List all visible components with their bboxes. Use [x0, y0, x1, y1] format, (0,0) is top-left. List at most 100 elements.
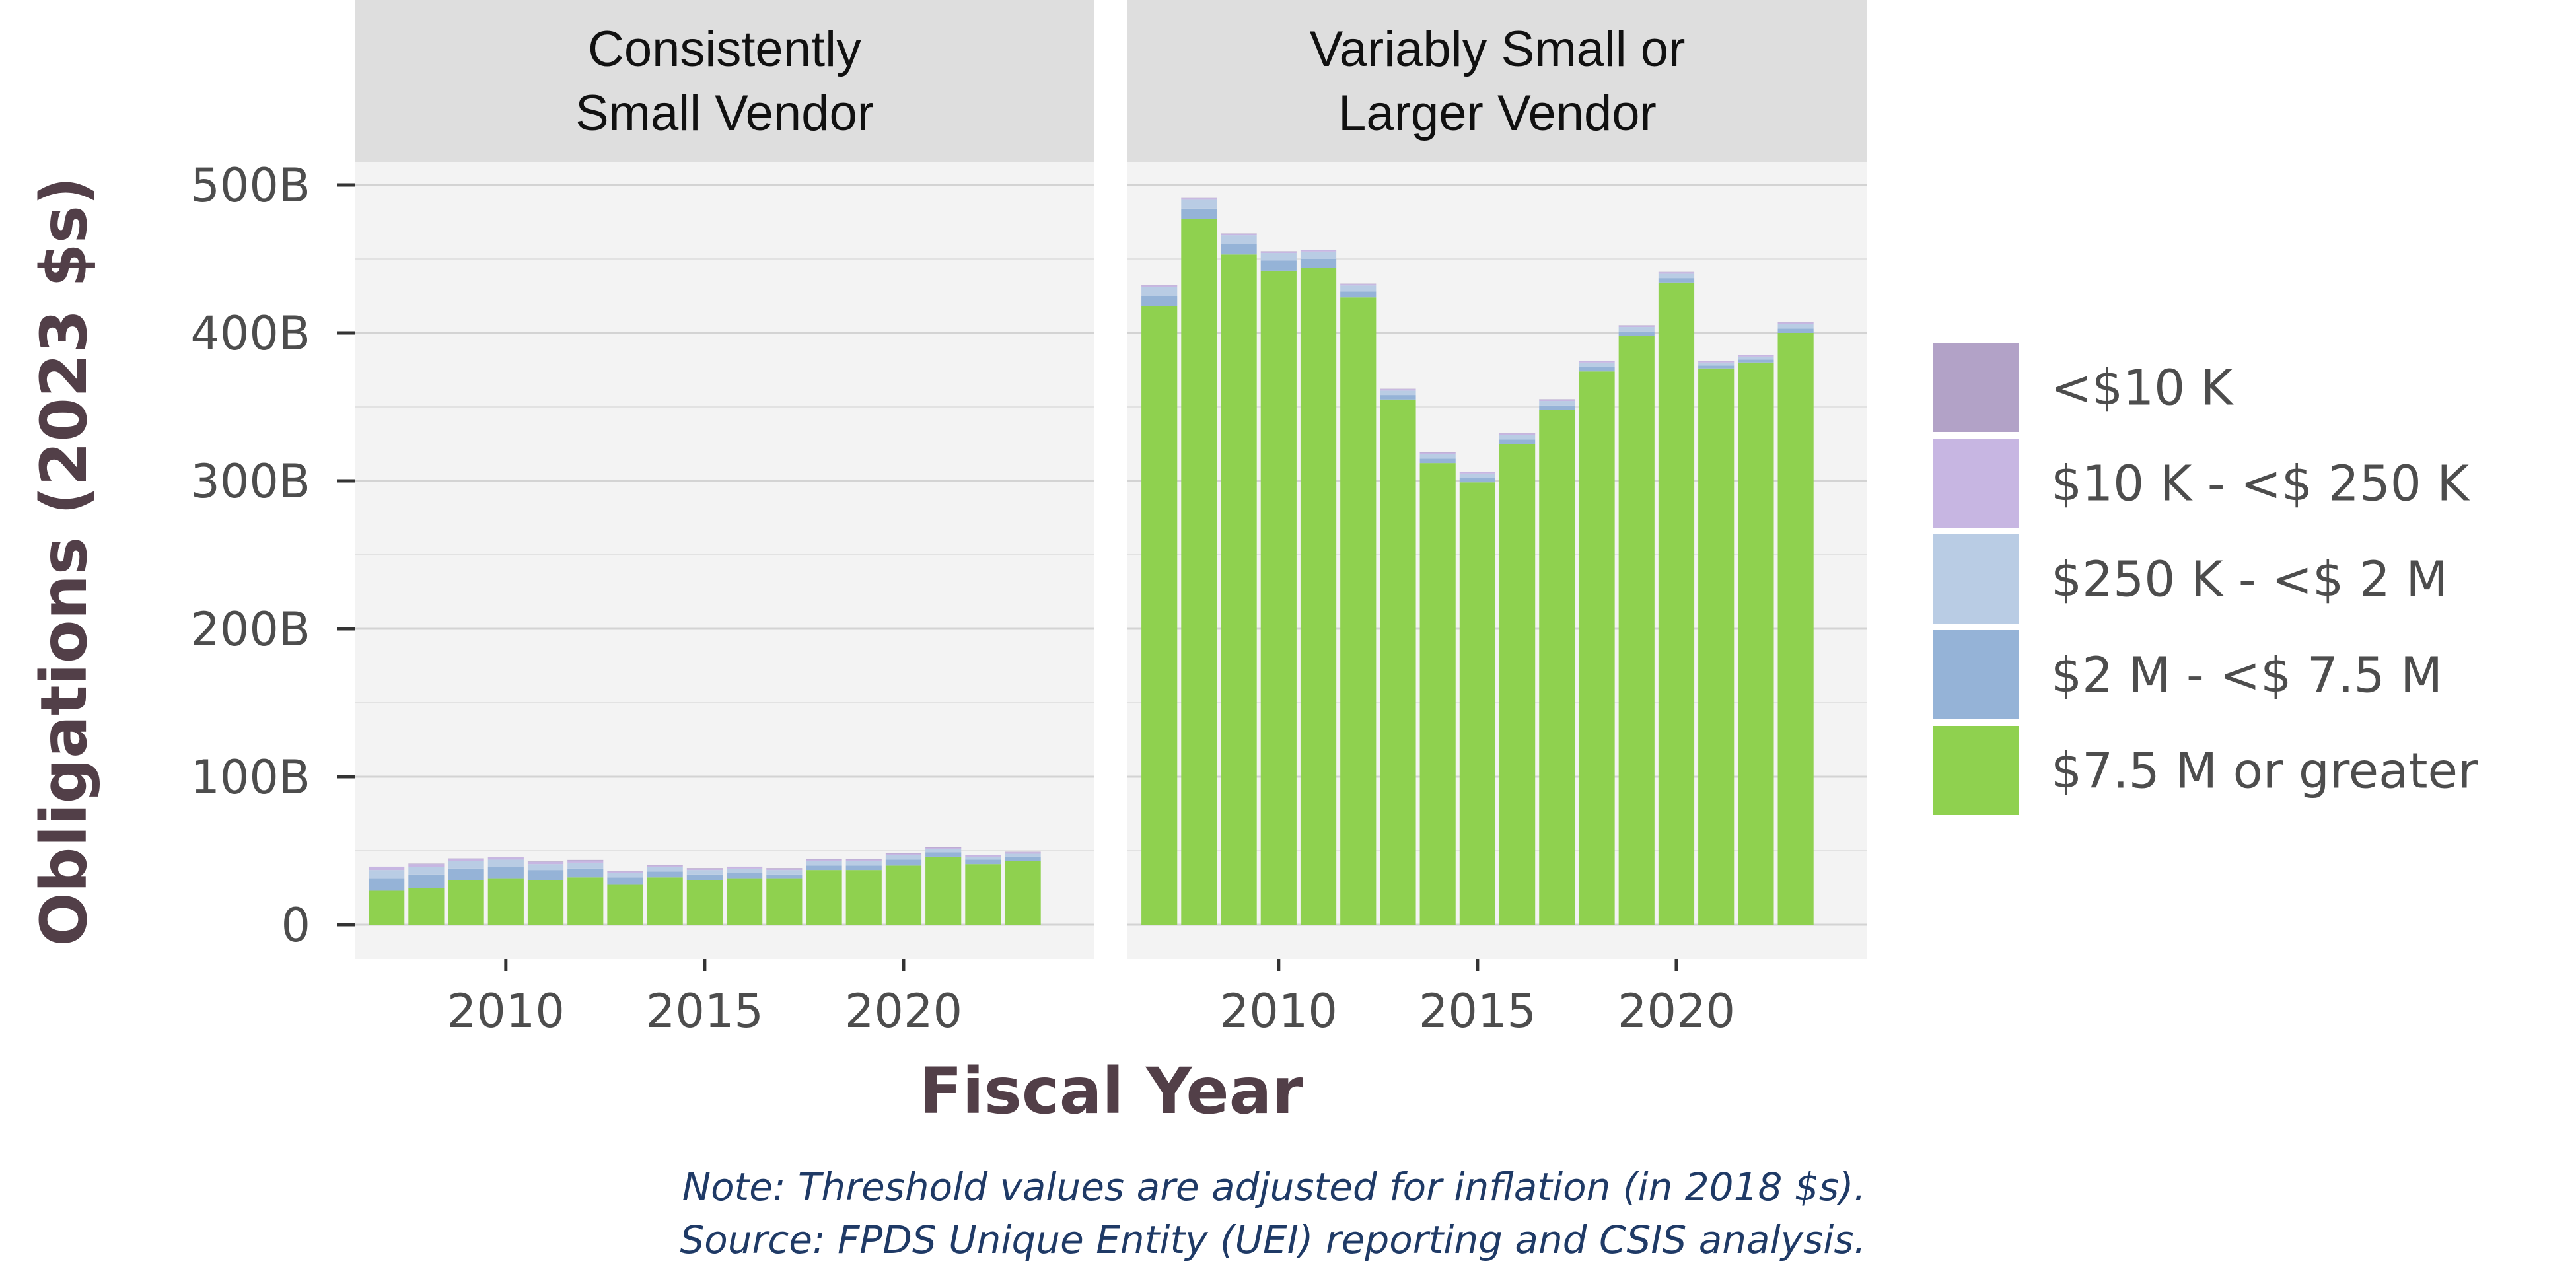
- bar-segment-7_5m_plus: [567, 877, 604, 925]
- bar-segment-10k_250k: [1300, 250, 1337, 252]
- panel-title-line: Consistently: [588, 21, 861, 77]
- y-axis: 0 100B 200B 300B 400B 500B: [190, 159, 355, 952]
- bar-segment-250k_2m: [487, 859, 524, 867]
- bar-segment-10k_250k: [1698, 361, 1735, 363]
- bar-segment-10k_250k: [1005, 852, 1041, 854]
- panel-2: Variably Small or Larger Vendor 2010 2015 20…: [1127, 0, 1867, 1038]
- bar-segment-250k_2m: [965, 856, 1001, 860]
- bar-segment-250k_2m: [686, 870, 723, 875]
- bar-segment-7_5m_plus: [1777, 333, 1814, 925]
- bar-segment-10k_250k: [1340, 284, 1377, 286]
- bar-segment-10k_250k: [1419, 452, 1456, 454]
- bar-segment-7_5m_plus: [1141, 306, 1178, 925]
- bar-segment-10k_250k: [1380, 389, 1416, 391]
- bar-segment-7_5m_plus: [1260, 270, 1297, 925]
- bar-segment-10k_250k: [1459, 472, 1495, 474]
- bar-segment-250k_2m: [1777, 324, 1814, 329]
- legend-key-lt10k: [1931, 340, 2021, 435]
- bar-segment-250k_2m: [1221, 235, 1257, 244]
- bar-segment-2m_7_5m: [1300, 259, 1337, 268]
- bar-segment-lt10k: [925, 847, 962, 848]
- bar-segment-2m_7_5m: [487, 867, 524, 879]
- bar-segment-250k_2m: [607, 873, 643, 878]
- bar-segment-250k_2m: [647, 867, 683, 872]
- bar-segment-10k_250k: [527, 861, 564, 865]
- bar-segment-10k_250k: [1181, 198, 1217, 200]
- panel-title-line: Larger Vendor: [1338, 85, 1657, 141]
- bar-segment-7_5m_plus: [1539, 410, 1575, 925]
- bar-segment-10k_250k: [925, 847, 962, 849]
- bar-segment-7_5m_plus: [1005, 861, 1041, 925]
- bar-segment-2m_7_5m: [1419, 458, 1456, 464]
- legend-key-250k_2m: [1931, 532, 2021, 626]
- bar-segment-250k_2m: [727, 868, 763, 873]
- bar-segment-2m_7_5m: [647, 871, 683, 878]
- bar-segment-10k_250k: [727, 867, 763, 869]
- legend-key-10k_250k: [1931, 436, 2021, 530]
- bar-segment-lt10k: [647, 865, 683, 866]
- bar-segment-10k_250k: [1221, 233, 1257, 236]
- bar-segment-7_5m_plus: [1340, 297, 1377, 925]
- bar-segment-10k_250k: [845, 859, 882, 861]
- bar-segment-2m_7_5m: [925, 852, 962, 857]
- bar-segment-2m_7_5m: [1221, 244, 1257, 255]
- bar-segment-2m_7_5m: [1380, 395, 1416, 400]
- bar-segment-10k_250k: [1260, 251, 1297, 254]
- x-axis-title: Fiscal Year: [919, 1054, 1303, 1128]
- bar-segment-250k_2m: [1380, 390, 1416, 396]
- bar-segment-10k_250k: [686, 868, 723, 871]
- bar-segment-2m_7_5m: [1459, 478, 1495, 483]
- bar-segment-2m_7_5m: [527, 870, 564, 880]
- note-line-1: Note: Threshold values are adjusted for …: [682, 1164, 1866, 1209]
- bar-segment-7_5m_plus: [1658, 282, 1695, 925]
- bar-segment-7_5m_plus: [1698, 368, 1735, 925]
- y-tick-label: 300B: [190, 454, 310, 509]
- bar-segment-7_5m_plus: [1579, 371, 1615, 925]
- bar-segment-10k_250k: [1499, 433, 1536, 435]
- bar-segment-250k_2m: [1499, 435, 1536, 440]
- legend-label-lt10k: <$10 K: [2051, 360, 2235, 417]
- bar-segment-7_5m_plus: [487, 878, 524, 925]
- bar-segment-2m_7_5m: [567, 868, 604, 878]
- y-tick-label: 200B: [190, 602, 310, 657]
- bar-segment-lt10k: [686, 868, 723, 869]
- bar-segment-10k_250k: [885, 853, 922, 855]
- panel-title-line: Variably Small or: [1310, 21, 1686, 77]
- bar-segment-7_5m_plus: [1499, 444, 1536, 925]
- bar-segment-250k_2m: [1658, 273, 1695, 279]
- x-tick-label: 2015: [646, 984, 764, 1038]
- bar-segment-10k_250k: [487, 857, 524, 860]
- bar-segment-7_5m_plus: [1221, 254, 1257, 925]
- panel-title-line: Small Vendor: [575, 85, 874, 141]
- bar-segment-2m_7_5m: [1499, 439, 1536, 444]
- bar-segment-250k_2m: [1005, 853, 1041, 857]
- bar-segment-2m_7_5m: [1777, 328, 1814, 333]
- y-tick-label: 500B: [190, 159, 310, 213]
- bar-segment-7_5m_plus: [1618, 336, 1655, 925]
- x-tick-label: 2010: [1220, 984, 1338, 1038]
- bar-segment-7_5m_plus: [647, 877, 683, 925]
- bar-segment-10k_250k: [369, 867, 405, 871]
- bar-segment-250k_2m: [1698, 362, 1735, 366]
- bar-segment-2m_7_5m: [885, 859, 922, 866]
- bar-segment-250k_2m: [448, 861, 484, 869]
- bar-segment-10k_250k: [647, 865, 683, 867]
- bar-segment-2m_7_5m: [1618, 331, 1655, 336]
- bar-segment-2m_7_5m: [448, 868, 484, 880]
- bar-segment-250k_2m: [1141, 287, 1178, 296]
- bar-segment-10k_250k: [408, 864, 445, 867]
- bar-segment-7_5m_plus: [806, 870, 842, 925]
- bar-segment-250k_2m: [1260, 253, 1297, 261]
- bar-segment-2m_7_5m: [408, 874, 445, 888]
- bar-segment-2m_7_5m: [727, 873, 763, 879]
- x-tick-label: 2015: [1419, 984, 1536, 1038]
- bar-segment-250k_2m: [527, 864, 564, 871]
- bar-segment-10k_250k: [766, 868, 803, 871]
- bar-segment-lt10k: [885, 853, 922, 854]
- bar-segment-7_5m_plus: [1738, 362, 1774, 925]
- bar-segment-10k_250k: [1738, 355, 1774, 357]
- bar-segment-250k_2m: [1738, 356, 1774, 360]
- bar-segment-2m_7_5m: [766, 874, 803, 879]
- bar-segment-7_5m_plus: [925, 856, 962, 925]
